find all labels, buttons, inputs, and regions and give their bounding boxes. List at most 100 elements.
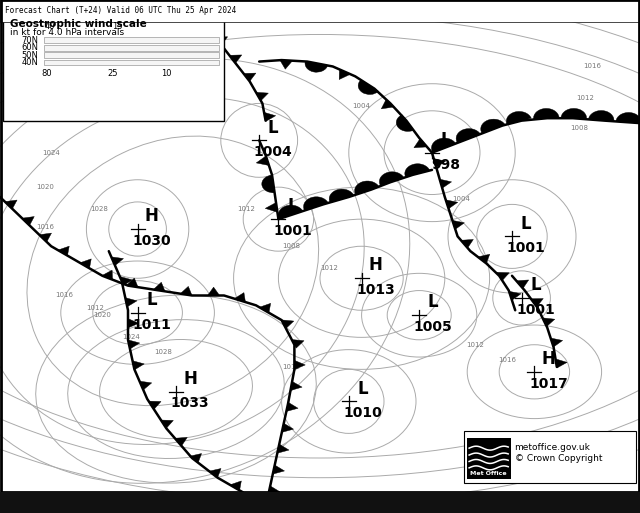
Text: 1016: 1016 — [55, 292, 73, 299]
Polygon shape — [154, 282, 165, 291]
Polygon shape — [264, 112, 276, 122]
Text: 1004: 1004 — [353, 103, 371, 109]
Wedge shape — [561, 108, 587, 119]
Text: metoffice.gov.uk: metoffice.gov.uk — [515, 443, 591, 451]
Wedge shape — [481, 119, 505, 133]
Text: 1004: 1004 — [452, 196, 470, 203]
Text: 60N: 60N — [21, 43, 38, 52]
Polygon shape — [440, 179, 452, 188]
Polygon shape — [497, 272, 509, 281]
Polygon shape — [5, 200, 17, 209]
Text: 1013: 1013 — [356, 283, 395, 297]
Text: 1016: 1016 — [499, 357, 516, 363]
Polygon shape — [509, 291, 521, 300]
Text: 15: 15 — [112, 22, 122, 31]
Text: 10: 10 — [161, 69, 172, 78]
Polygon shape — [292, 340, 304, 348]
Text: H: H — [541, 350, 556, 368]
Polygon shape — [556, 359, 567, 368]
Bar — [3, 15, 224, 121]
Polygon shape — [265, 203, 277, 212]
Text: 1008: 1008 — [570, 125, 588, 131]
Polygon shape — [282, 423, 294, 432]
Bar — [44, 52, 219, 58]
Wedge shape — [329, 189, 354, 203]
Text: 1001: 1001 — [273, 224, 312, 238]
Polygon shape — [128, 319, 139, 328]
Wedge shape — [506, 111, 531, 125]
Polygon shape — [256, 92, 268, 101]
Polygon shape — [273, 465, 285, 474]
Polygon shape — [550, 338, 563, 347]
Text: 1024: 1024 — [122, 334, 140, 340]
Polygon shape — [381, 100, 394, 109]
Polygon shape — [229, 55, 242, 63]
Bar — [0, 0, 640, 22]
Text: Geostrophic wind scale: Geostrophic wind scale — [10, 18, 147, 29]
Text: 40N: 40N — [22, 58, 38, 67]
Polygon shape — [259, 303, 271, 313]
Text: H: H — [369, 256, 383, 274]
Text: 1012: 1012 — [577, 95, 595, 102]
Polygon shape — [478, 254, 490, 263]
Text: L: L — [428, 293, 438, 311]
Polygon shape — [434, 159, 445, 168]
Polygon shape — [234, 292, 246, 302]
Text: H: H — [145, 207, 159, 225]
Polygon shape — [80, 259, 92, 268]
Wedge shape — [303, 197, 328, 210]
Polygon shape — [294, 360, 305, 369]
Text: 1016: 1016 — [36, 224, 54, 229]
Polygon shape — [207, 287, 220, 295]
Polygon shape — [256, 156, 269, 166]
Bar — [44, 45, 219, 51]
Polygon shape — [543, 318, 555, 326]
Polygon shape — [121, 277, 132, 286]
Text: 1011: 1011 — [132, 318, 171, 331]
Text: 1030: 1030 — [132, 234, 171, 248]
Wedge shape — [278, 205, 303, 219]
Polygon shape — [58, 246, 69, 255]
Text: 1012: 1012 — [86, 305, 104, 311]
Bar — [464, 431, 636, 483]
Bar — [44, 37, 219, 43]
Polygon shape — [209, 468, 221, 478]
Text: 1012: 1012 — [321, 265, 339, 271]
Wedge shape — [380, 172, 404, 186]
Text: L: L — [358, 380, 368, 398]
Polygon shape — [230, 481, 241, 490]
Text: L: L — [441, 131, 451, 149]
Wedge shape — [405, 164, 429, 176]
Text: 1017: 1017 — [529, 377, 568, 391]
Text: L: L — [287, 198, 298, 215]
Bar — [467, 438, 511, 479]
Polygon shape — [268, 486, 280, 495]
Text: L: L — [531, 276, 541, 294]
Polygon shape — [286, 402, 298, 411]
Polygon shape — [22, 216, 35, 225]
Text: L: L — [268, 119, 278, 136]
Text: 1020: 1020 — [93, 312, 111, 318]
Polygon shape — [414, 139, 427, 148]
Text: 1001: 1001 — [516, 303, 555, 317]
Text: 1020: 1020 — [36, 184, 54, 190]
Polygon shape — [531, 299, 543, 307]
Wedge shape — [534, 108, 559, 120]
Polygon shape — [461, 240, 474, 248]
Text: 1033: 1033 — [171, 397, 209, 410]
Polygon shape — [189, 453, 202, 463]
Text: 1028: 1028 — [154, 349, 172, 355]
Text: 70N: 70N — [21, 36, 38, 45]
Wedge shape — [358, 80, 378, 94]
Text: 40: 40 — [45, 22, 55, 31]
Polygon shape — [180, 286, 192, 295]
Polygon shape — [111, 257, 124, 266]
Text: © Crown Copyright: © Crown Copyright — [515, 455, 602, 463]
Text: 80: 80 — [42, 69, 52, 78]
Polygon shape — [445, 200, 458, 209]
Text: Forecast Chart (T+24) Valid 06 UTC Thu 25 Apr 2024: Forecast Chart (T+24) Valid 06 UTC Thu 2… — [5, 6, 236, 15]
Polygon shape — [277, 444, 289, 453]
Bar — [44, 60, 219, 66]
Polygon shape — [452, 221, 465, 229]
Text: Met Office: Met Office — [470, 471, 506, 476]
